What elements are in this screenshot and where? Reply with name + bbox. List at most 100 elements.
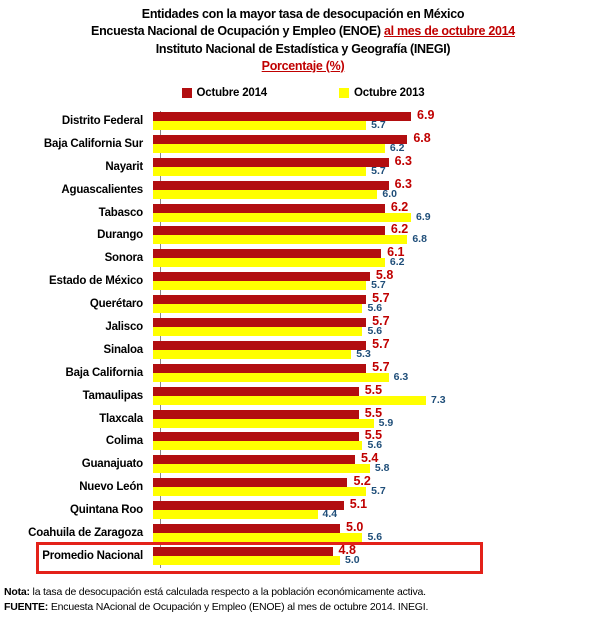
category-bars: 5.2 5.7 bbox=[152, 474, 606, 499]
category-bars: 6.1 6.2 bbox=[152, 245, 606, 270]
value-label-2014: 6.2 bbox=[390, 222, 409, 237]
note-line: Nota: la tasa de desocupación está calcu… bbox=[4, 585, 602, 600]
value-label-2014: 5.7 bbox=[372, 314, 390, 329]
value-label-2014: 6.8 bbox=[413, 130, 431, 145]
value-label-2013: 5.7 bbox=[371, 164, 386, 177]
bar-chart: Distrito Federal 6.9 5.7 Baja California Su… bbox=[0, 108, 606, 568]
bar-octubre-2013 bbox=[153, 212, 412, 222]
value-label-2013: 5.9 bbox=[378, 416, 394, 429]
bar-octubre-2014 bbox=[153, 546, 333, 556]
value-label-2014: 4.8 bbox=[338, 542, 356, 557]
value-label-2014: 5.7 bbox=[372, 359, 390, 374]
category-bars: 5.4 5.8 bbox=[152, 451, 606, 476]
category-bars: 4.8 5.0 bbox=[152, 542, 606, 568]
chart-row: Nuevo León 5.2 5.7 bbox=[0, 474, 606, 499]
bar-octubre-2014 bbox=[153, 409, 359, 419]
category-label: Tabasco bbox=[98, 206, 144, 219]
category-label: Baja California bbox=[65, 366, 143, 379]
bar-octubre-2013 bbox=[153, 487, 367, 497]
bar-octubre-2013 bbox=[153, 304, 363, 314]
value-label-2014: 5.7 bbox=[372, 336, 390, 351]
value-label-2013: 5.6 bbox=[367, 325, 383, 338]
bar-octubre-2014 bbox=[153, 501, 344, 511]
category-label: Tamaulipas bbox=[82, 389, 144, 402]
value-label-2014: 5.4 bbox=[360, 451, 379, 466]
bar-octubre-2013 bbox=[153, 235, 408, 245]
bar-octubre-2014 bbox=[153, 180, 389, 190]
value-label-2014: 5.0 bbox=[346, 520, 364, 535]
value-label-2014: 5.8 bbox=[375, 268, 394, 283]
chart-row: Tabasco 6.2 6.9 bbox=[0, 199, 606, 225]
category-bars: 5.1 4.4 bbox=[152, 497, 606, 522]
value-label-2013: 7.3 bbox=[431, 393, 446, 406]
category-label: Colima bbox=[105, 435, 143, 448]
chart-rows: Distrito Federal 6.9 5.7 Baja California Su… bbox=[0, 108, 606, 568]
chart-row: Coahuila de Zaragoza 5.0 5.6 bbox=[0, 520, 606, 545]
chart-row: Baja California 5.7 6.3 bbox=[0, 359, 606, 385]
value-label-2014: 6.2 bbox=[390, 199, 409, 214]
chart-row: Tlaxcala 5.5 5.9 bbox=[0, 406, 606, 431]
value-label-2013: 5.7 bbox=[371, 119, 386, 131]
category-label: Jalisco bbox=[105, 321, 143, 334]
bar-octubre-2013 bbox=[153, 281, 367, 291]
bar-octubre-2014 bbox=[153, 478, 348, 488]
value-label-2013: 5.0 bbox=[345, 553, 360, 566]
value-label-2013: 5.6 bbox=[367, 302, 383, 315]
bar-octubre-2014 bbox=[153, 112, 412, 121]
bar-octubre-2013 bbox=[153, 372, 389, 382]
legend-item-octubre-2014: Octubre 2014 bbox=[181, 87, 268, 99]
bar-octubre-2014 bbox=[153, 226, 385, 236]
category-label: Distrito Federal bbox=[61, 115, 143, 127]
value-label-2014: 5.5 bbox=[364, 428, 383, 443]
chart-row: Baja California Sur 6.8 6.2 bbox=[0, 130, 606, 156]
legend-label-2014: Octubre 2014 bbox=[196, 87, 268, 99]
bar-octubre-2014 bbox=[153, 524, 340, 534]
y-axis-line bbox=[160, 111, 161, 568]
category-label: Aguascalientes bbox=[61, 183, 143, 196]
chart-row: Quintana Roo 5.1 4.4 bbox=[0, 497, 606, 522]
note-label: Nota: bbox=[4, 586, 30, 598]
chart-row: Guanajuato 5.4 5.8 bbox=[0, 451, 606, 476]
value-label-2014: 6.3 bbox=[394, 153, 412, 168]
category-bars: 5.8 5.7 bbox=[152, 268, 606, 293]
category-label: Estado de México bbox=[49, 275, 143, 288]
value-label-2013: 5.3 bbox=[356, 347, 371, 360]
bar-octubre-2014 bbox=[153, 295, 367, 305]
bar-octubre-2014 bbox=[153, 363, 367, 373]
bar-octubre-2013 bbox=[153, 395, 427, 405]
title-line-2-accent: al mes de octubre 2014 bbox=[383, 24, 515, 39]
chart-row: Tamaulipas 5.5 7.3 bbox=[0, 382, 606, 408]
value-label-2014: 5.5 bbox=[364, 382, 383, 397]
bar-octubre-2014 bbox=[153, 134, 408, 144]
bar-octubre-2013 bbox=[153, 349, 352, 359]
category-label: Nayarit bbox=[105, 160, 143, 173]
value-label-2013: 6.2 bbox=[389, 256, 405, 269]
chart-row: Durango 6.2 6.8 bbox=[0, 222, 606, 247]
category-label: Baja California Sur bbox=[43, 137, 143, 150]
bar-octubre-2013 bbox=[153, 555, 340, 565]
value-label-2014: 6.3 bbox=[394, 176, 412, 191]
value-label-2013: 6.0 bbox=[382, 187, 397, 200]
category-bars: 6.3 6.0 bbox=[152, 176, 606, 202]
source-label: FUENTE: bbox=[4, 601, 49, 614]
title-line-4: Porcentaje (%) bbox=[0, 58, 606, 75]
category-label: Quintana Roo bbox=[70, 504, 143, 517]
bar-octubre-2014 bbox=[153, 340, 367, 350]
bar-octubre-2013 bbox=[153, 327, 363, 337]
category-bars: 5.0 5.6 bbox=[152, 520, 606, 545]
bar-octubre-2013 bbox=[153, 533, 363, 543]
title-line-1: Entidades con la mayor tasa de desocupac… bbox=[141, 7, 465, 21]
bar-octubre-2014 bbox=[153, 157, 389, 167]
chart-row: Sonora 6.1 6.2 bbox=[0, 245, 606, 270]
category-bars: 6.9 5.7 bbox=[152, 108, 606, 133]
category-label: Sinaloa bbox=[103, 343, 143, 356]
legend-label-2013: Octubre 2013 bbox=[354, 87, 425, 99]
chart-row: Jalisco 5.7 5.6 bbox=[0, 314, 606, 339]
chart-footnotes: Nota: la tasa de desocupación está calcu… bbox=[4, 585, 602, 615]
category-label: Tlaxcala bbox=[99, 412, 143, 425]
chart-row: Nayarit 6.3 5.7 bbox=[0, 153, 606, 179]
bar-octubre-2013 bbox=[153, 441, 363, 451]
title-line-2: Encuesta Nacional de Ocupación y Empleo … bbox=[91, 24, 515, 39]
category-label: Guanajuato bbox=[81, 458, 143, 471]
value-label-2013: 5.7 bbox=[371, 485, 386, 498]
